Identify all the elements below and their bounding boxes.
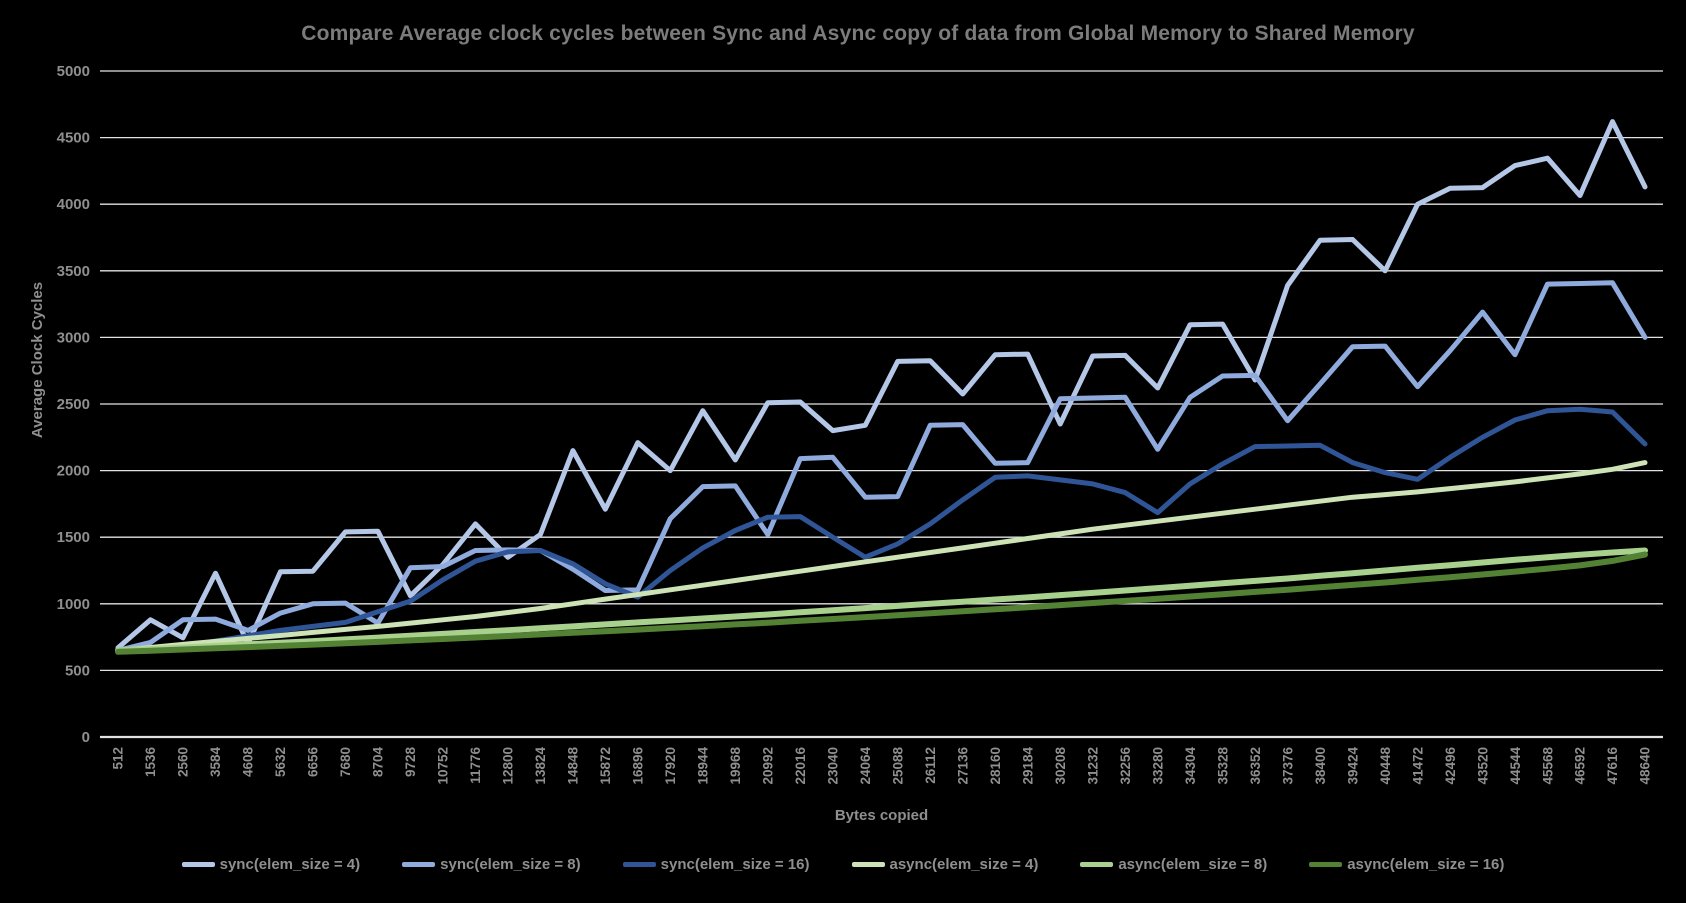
- x-tick-label: 37376: [1280, 747, 1295, 785]
- x-tick-label: 4608: [241, 747, 256, 778]
- legend-swatch: [1080, 862, 1114, 867]
- x-tick-label: 9728: [403, 747, 418, 778]
- chart-title: Compare Average clock cycles between Syn…: [301, 22, 1415, 45]
- legend-label: sync(elem_size = 16): [660, 856, 810, 873]
- x-tick-label: 30208: [1053, 747, 1068, 785]
- series-line-async(elem_size = 4): [115, 460, 1648, 653]
- x-tick-label: 42496: [1443, 747, 1458, 785]
- x-tick-label: 24064: [858, 747, 873, 785]
- series-line-sync(elem_size = 4): [115, 119, 1648, 651]
- x-tick-label: 25088: [890, 747, 905, 785]
- series-line-async(elem_size = 8): [115, 547, 1648, 654]
- y-tick-label: 1500: [57, 529, 90, 546]
- x-tick-label: 512: [111, 747, 126, 770]
- x-tick-label: 22016: [793, 747, 808, 785]
- x-tick-label: 7680: [338, 747, 353, 777]
- x-tick-label: 12800: [501, 747, 516, 785]
- x-tick-label: 2560: [176, 747, 191, 777]
- y-axis-title: Average Clock Cycles: [29, 282, 46, 438]
- x-tick-label: 20992: [761, 747, 776, 785]
- x-tick-label: 35328: [1215, 747, 1230, 785]
- x-tick-label: 3584: [208, 747, 223, 778]
- x-tick-label: 29184: [1020, 747, 1035, 785]
- legend-item-sync(elem_size = 4): sync(elem_size = 4): [181, 856, 361, 873]
- x-tick-label: 14848: [566, 747, 581, 785]
- legend-label: sync(elem_size = 4): [219, 856, 361, 873]
- legend-item-async(elem_size = 4): async(elem_size = 4): [851, 856, 1039, 873]
- x-tick-label: 26112: [923, 747, 938, 784]
- legend-label: async(elem_size = 4): [889, 856, 1039, 873]
- y-tick-label: 0: [82, 729, 90, 746]
- y-tick-label: 2000: [57, 463, 90, 480]
- x-tick-label: 41472: [1410, 747, 1425, 785]
- x-tick-label: 11776: [468, 747, 483, 784]
- x-tick-label: 44544: [1508, 747, 1523, 785]
- y-tick-label: 3500: [57, 263, 90, 280]
- x-tick-label: 47616: [1605, 747, 1620, 785]
- x-tick-label: 5632: [273, 747, 288, 777]
- x-tick-label: 19968: [728, 747, 743, 785]
- x-tick-label: 8704: [371, 747, 386, 778]
- y-tick-label: 500: [65, 662, 90, 679]
- x-tick-label: 43520: [1475, 747, 1490, 785]
- x-tick-label: 27136: [955, 747, 970, 785]
- legend-item-sync(elem_size = 8): sync(elem_size = 8): [402, 856, 581, 873]
- x-tick-label: 39424: [1345, 747, 1360, 785]
- series-line-async(elem_size = 16): [115, 551, 1648, 655]
- x-tick-label: 18944: [696, 747, 711, 785]
- legend-item-sync(elem_size = 16): sync(elem_size = 16): [622, 856, 810, 873]
- y-tick-label: 1000: [57, 596, 90, 613]
- x-tick-label: 48640: [1638, 747, 1653, 785]
- x-tick-label: 31232: [1085, 747, 1100, 785]
- legend-swatch: [402, 862, 436, 867]
- legend-swatch: [622, 862, 656, 867]
- x-tick-label: 45568: [1540, 747, 1555, 785]
- series-line-sync(elem_size = 16): [115, 406, 1648, 653]
- y-tick-label: 4000: [57, 196, 90, 213]
- legend-swatch: [851, 862, 885, 867]
- x-tick-label: 1536: [143, 747, 158, 778]
- x-tick-label: 28160: [988, 747, 1003, 785]
- legend-item-async(elem_size = 8): async(elem_size = 8): [1080, 856, 1267, 873]
- chart-legend: sync(elem_size = 4) sync(elem_size = 8) sy…: [0, 856, 1686, 873]
- series-line-sync(elem_size = 8): [115, 280, 1648, 653]
- x-tick-label: 15872: [598, 747, 613, 785]
- legend-item-async(elem_size = 16): async(elem_size = 16): [1309, 856, 1504, 873]
- legend-label: async(elem_size = 8): [1118, 856, 1268, 873]
- x-tick-label: 23040: [825, 747, 840, 785]
- x-tick-label: 13824: [533, 747, 548, 785]
- x-tick-label: 33280: [1150, 747, 1165, 785]
- y-tick-label: 4500: [57, 130, 90, 147]
- y-tick-label: 5000: [57, 63, 90, 80]
- y-tick-label: 3000: [57, 329, 90, 346]
- x-tick-label: 34304: [1183, 747, 1198, 785]
- x-tick-label: 10752: [436, 747, 451, 785]
- legend-swatch: [181, 862, 215, 867]
- x-tick-label: 36352: [1248, 747, 1263, 785]
- y-tick-label: 2500: [57, 396, 90, 413]
- legend-swatch: [1309, 862, 1343, 867]
- x-tick-label: 6656: [306, 747, 321, 778]
- legend-label: async(elem_size = 16): [1347, 856, 1505, 873]
- x-tick-label: 16896: [631, 747, 646, 785]
- x-tick-label: 38400: [1313, 747, 1328, 785]
- x-axis-title: Bytes copied: [835, 807, 928, 824]
- x-tick-label: 17920: [663, 747, 678, 785]
- x-tick-label: 46592: [1573, 747, 1588, 785]
- legend-label: sync(elem_size = 8): [440, 856, 581, 873]
- x-tick-label: 32256: [1118, 747, 1133, 785]
- x-tick-label: 40448: [1378, 747, 1393, 785]
